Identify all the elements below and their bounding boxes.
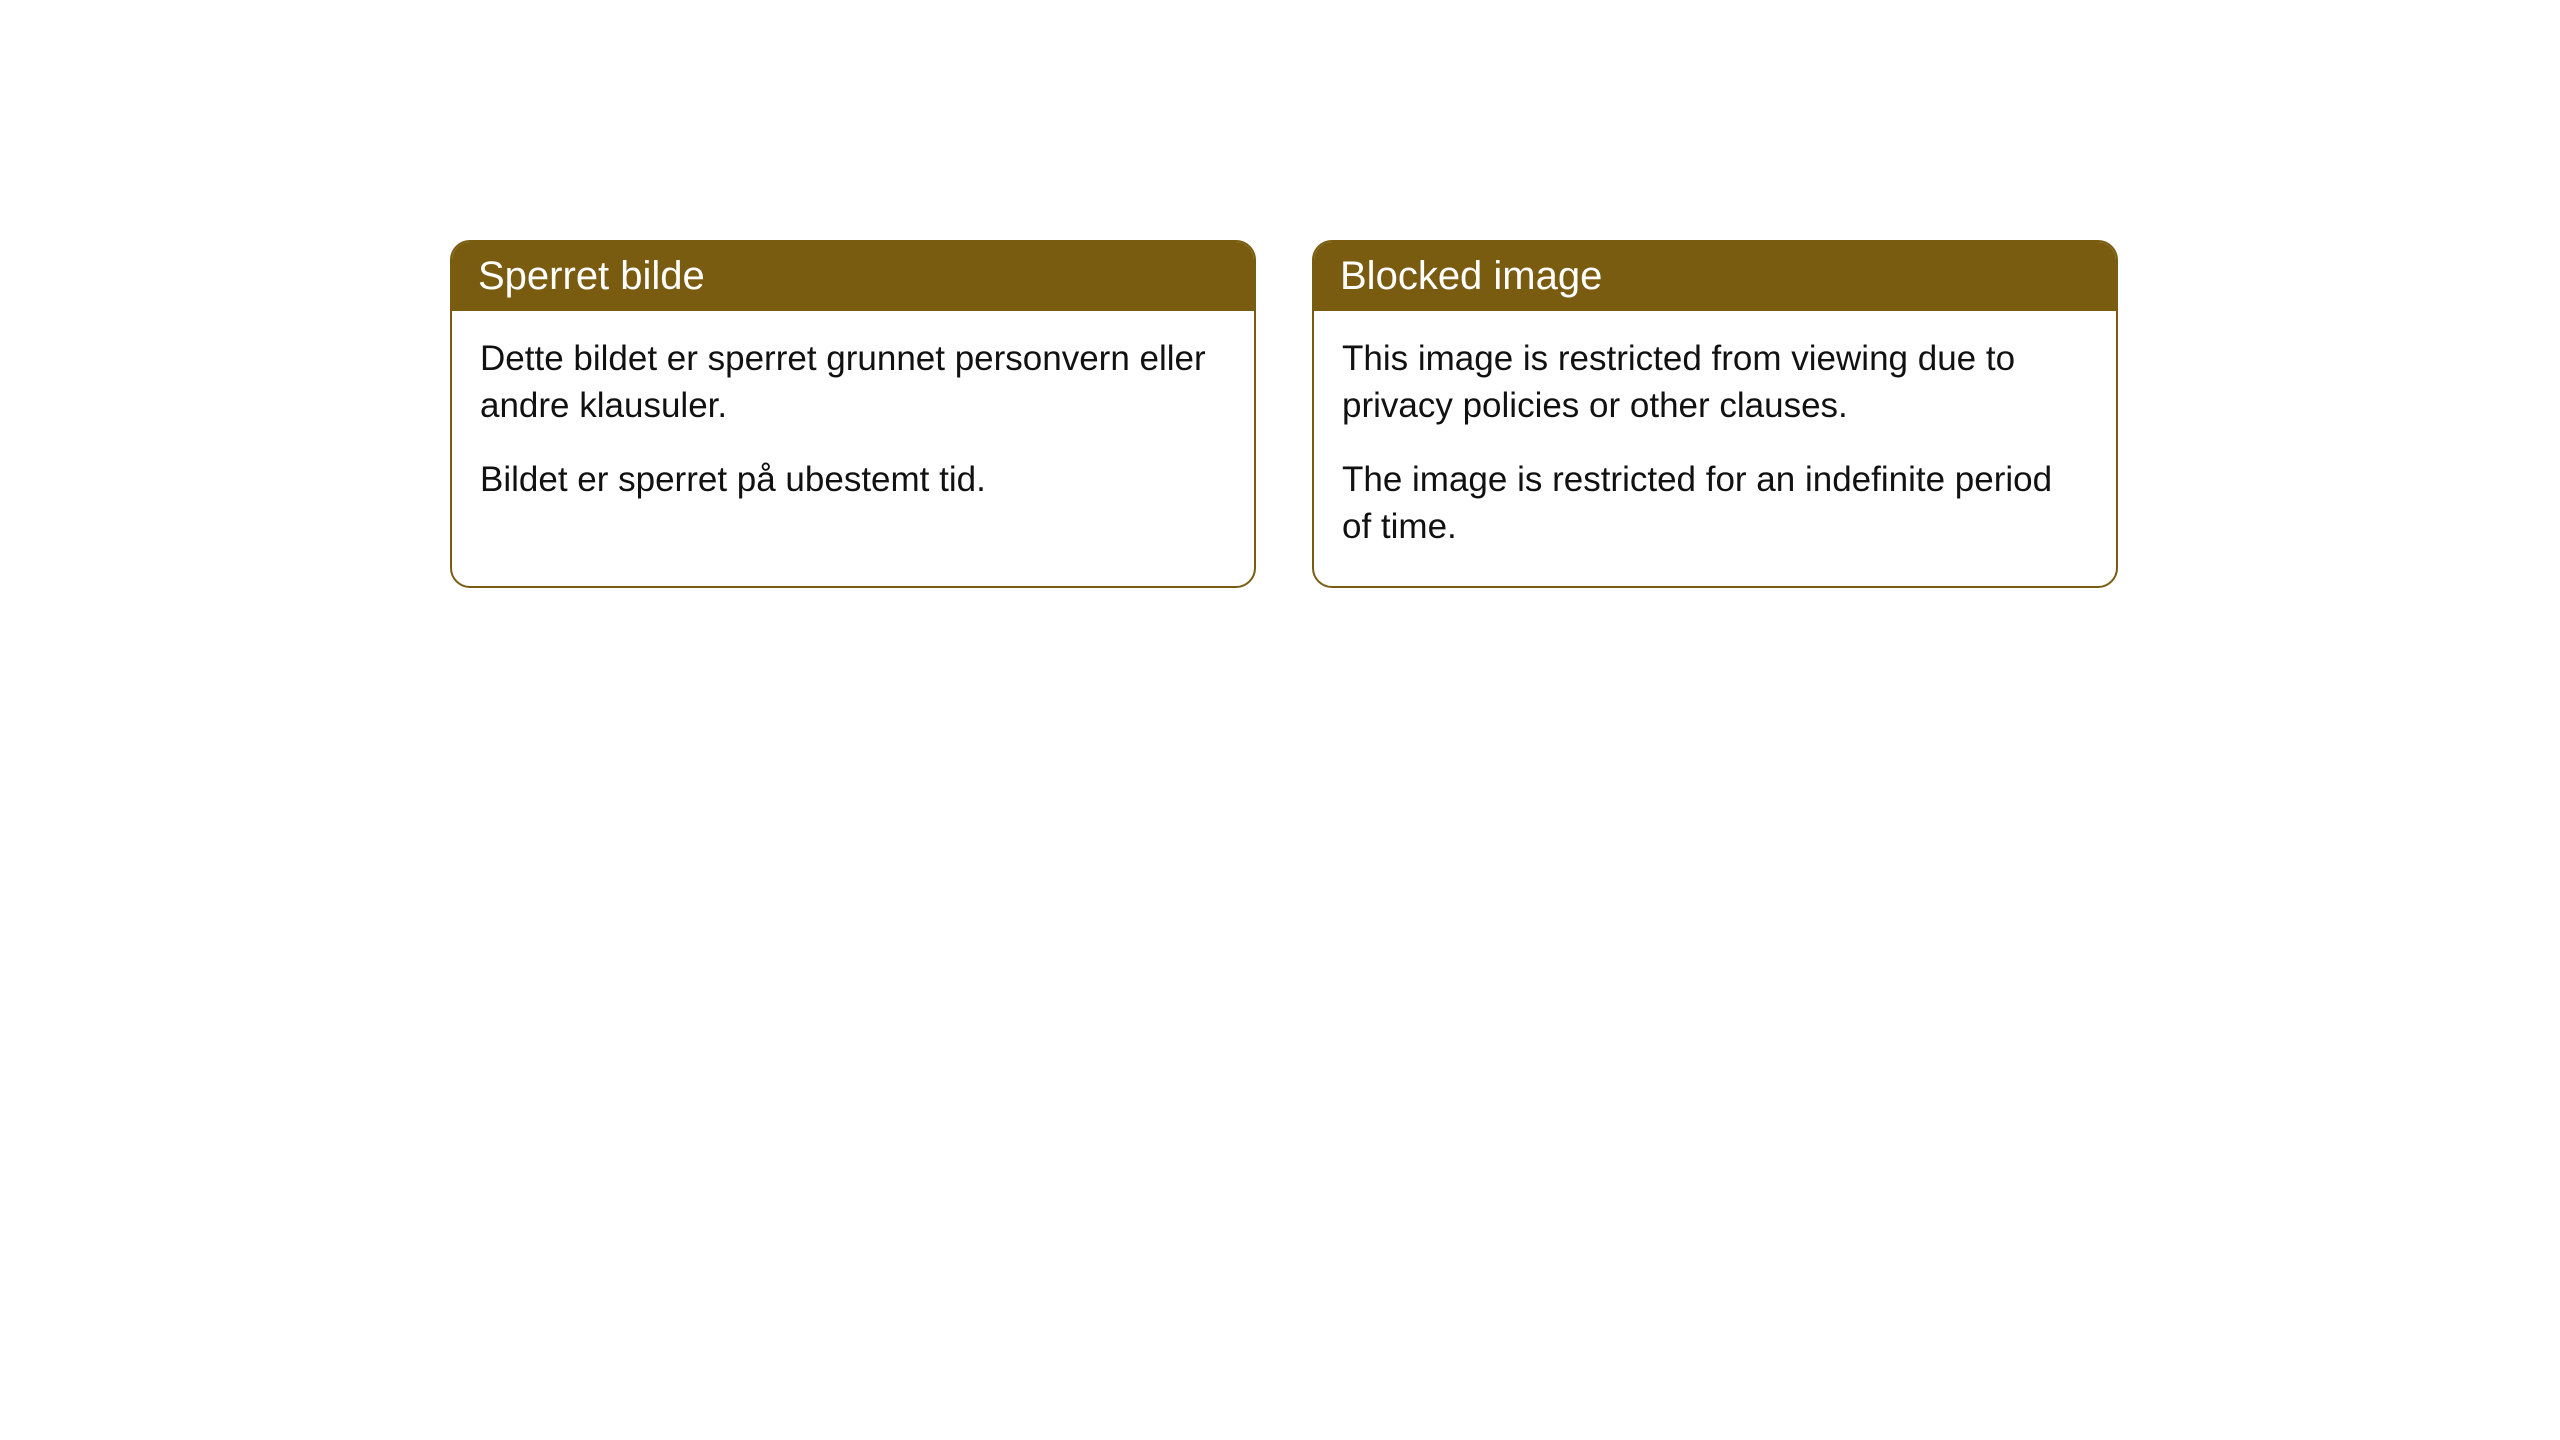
panel-paragraph: The image is restricted for an indefinit… bbox=[1342, 456, 2088, 551]
panel-paragraph: This image is restricted from viewing du… bbox=[1342, 335, 2088, 430]
panel-header: Blocked image bbox=[1314, 242, 2116, 311]
panel-body: This image is restricted from viewing du… bbox=[1314, 311, 2116, 586]
panel-paragraph: Bildet er sperret på ubestemt tid. bbox=[480, 456, 1226, 503]
blocked-image-panel-no: Sperret bilde Dette bildet er sperret gr… bbox=[450, 240, 1256, 588]
panel-body: Dette bildet er sperret grunnet personve… bbox=[452, 311, 1254, 539]
blocked-image-panel-en: Blocked image This image is restricted f… bbox=[1312, 240, 2118, 588]
panel-paragraph: Dette bildet er sperret grunnet personve… bbox=[480, 335, 1226, 430]
panels-container: Sperret bilde Dette bildet er sperret gr… bbox=[0, 0, 2560, 588]
panel-header: Sperret bilde bbox=[452, 242, 1254, 311]
